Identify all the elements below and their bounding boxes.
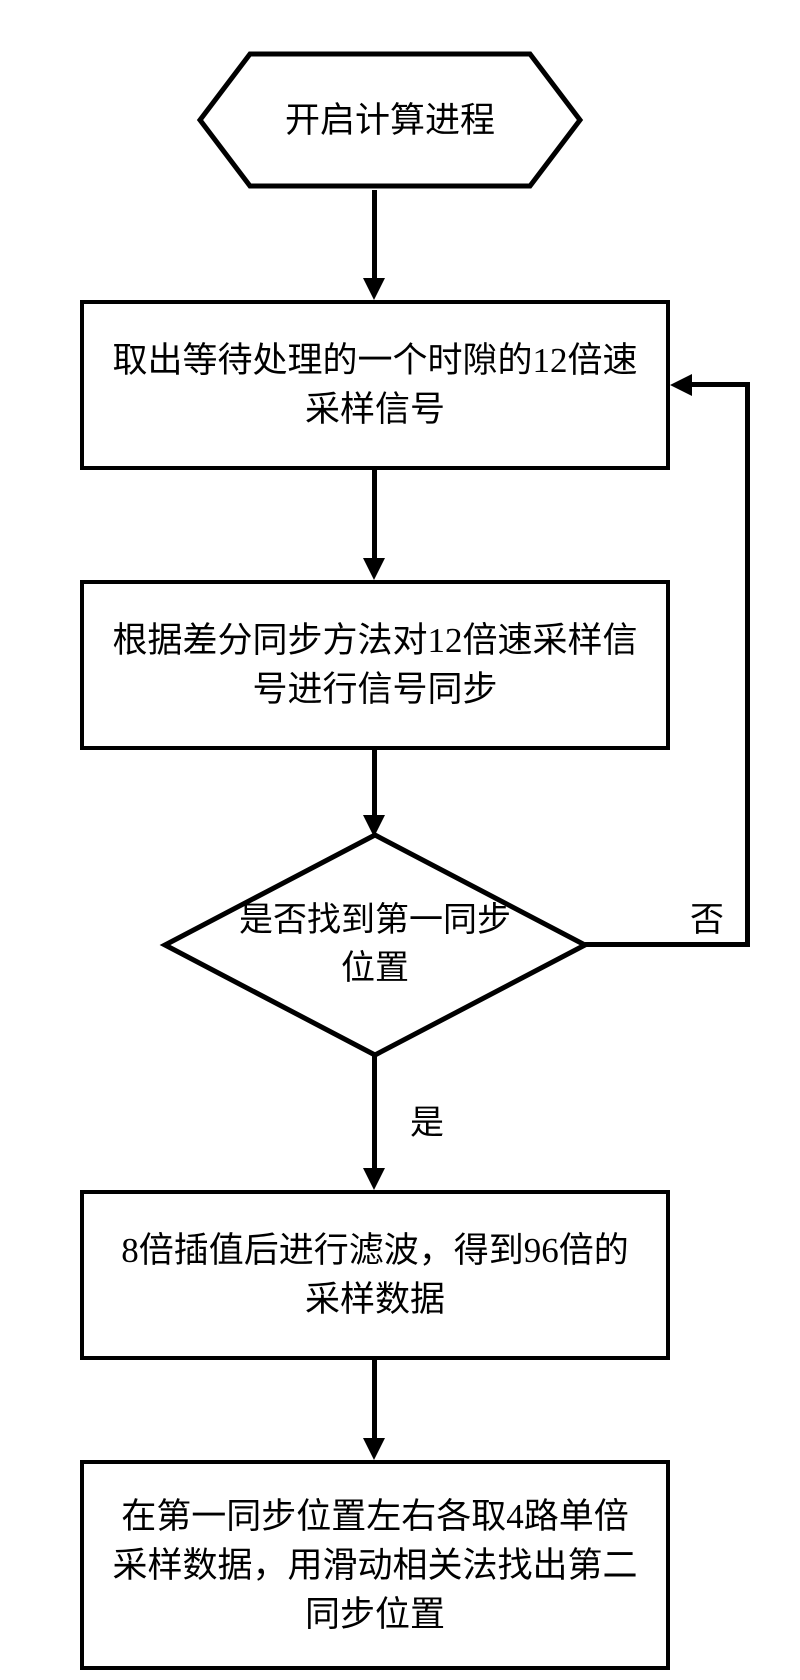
edge-yes-label: 是 [410, 1095, 444, 1144]
edge-step3-step4-head [363, 1438, 385, 1460]
edge-no-h1 [585, 942, 750, 947]
edge-start-step1-line [372, 190, 377, 278]
edge-no-h2 [692, 382, 750, 387]
step1-node: 取出等待处理的一个时隙的12倍速采样信号 [80, 300, 670, 470]
start-node-text: 开启计算进程 [265, 96, 515, 145]
step4-node: 在第一同步位置左右各取4路单倍采样数据，用滑动相关法找出第二同步位置 [80, 1460, 670, 1670]
step2-node: 根据差分同步方法对12倍速采样信号进行信号同步 [80, 580, 670, 750]
edge-no-v [745, 385, 750, 947]
edge-step2-decision-head [363, 815, 385, 837]
step3-node: 8倍插值后进行滤波，得到96倍的采样数据 [80, 1190, 670, 1360]
step2-node-text: 根据差分同步方法对12倍速采样信号进行信号同步 [84, 616, 666, 714]
step1-node-text: 取出等待处理的一个时隙的12倍速采样信号 [84, 336, 666, 434]
edge-decision-step3-head [363, 1168, 385, 1190]
edge-step1-step2-line [372, 470, 377, 558]
edge-start-step1-head [363, 278, 385, 300]
start-node: 开启计算进程 [160, 50, 620, 190]
edge-no-label: 否 [690, 892, 724, 941]
step3-node-text: 8倍插值后进行滤波，得到96倍的采样数据 [84, 1226, 666, 1324]
edge-step1-step2-head [363, 558, 385, 580]
decision-node-text: 是否找到第一同步位置 [215, 897, 535, 992]
edge-step3-step4-line [372, 1360, 377, 1438]
flowchart-container: 开启计算进程 取出等待处理的一个时隙的12倍速采样信号 根据差分同步方法对12倍… [0, 0, 800, 1680]
decision-node: 是否找到第一同步位置 [165, 835, 585, 1055]
edge-step2-decision-line [372, 750, 377, 816]
edge-no-head [670, 374, 692, 396]
step4-node-text: 在第一同步位置左右各取4路单倍采样数据，用滑动相关法找出第二同步位置 [84, 1492, 666, 1639]
edge-decision-step3-line [372, 1055, 377, 1168]
